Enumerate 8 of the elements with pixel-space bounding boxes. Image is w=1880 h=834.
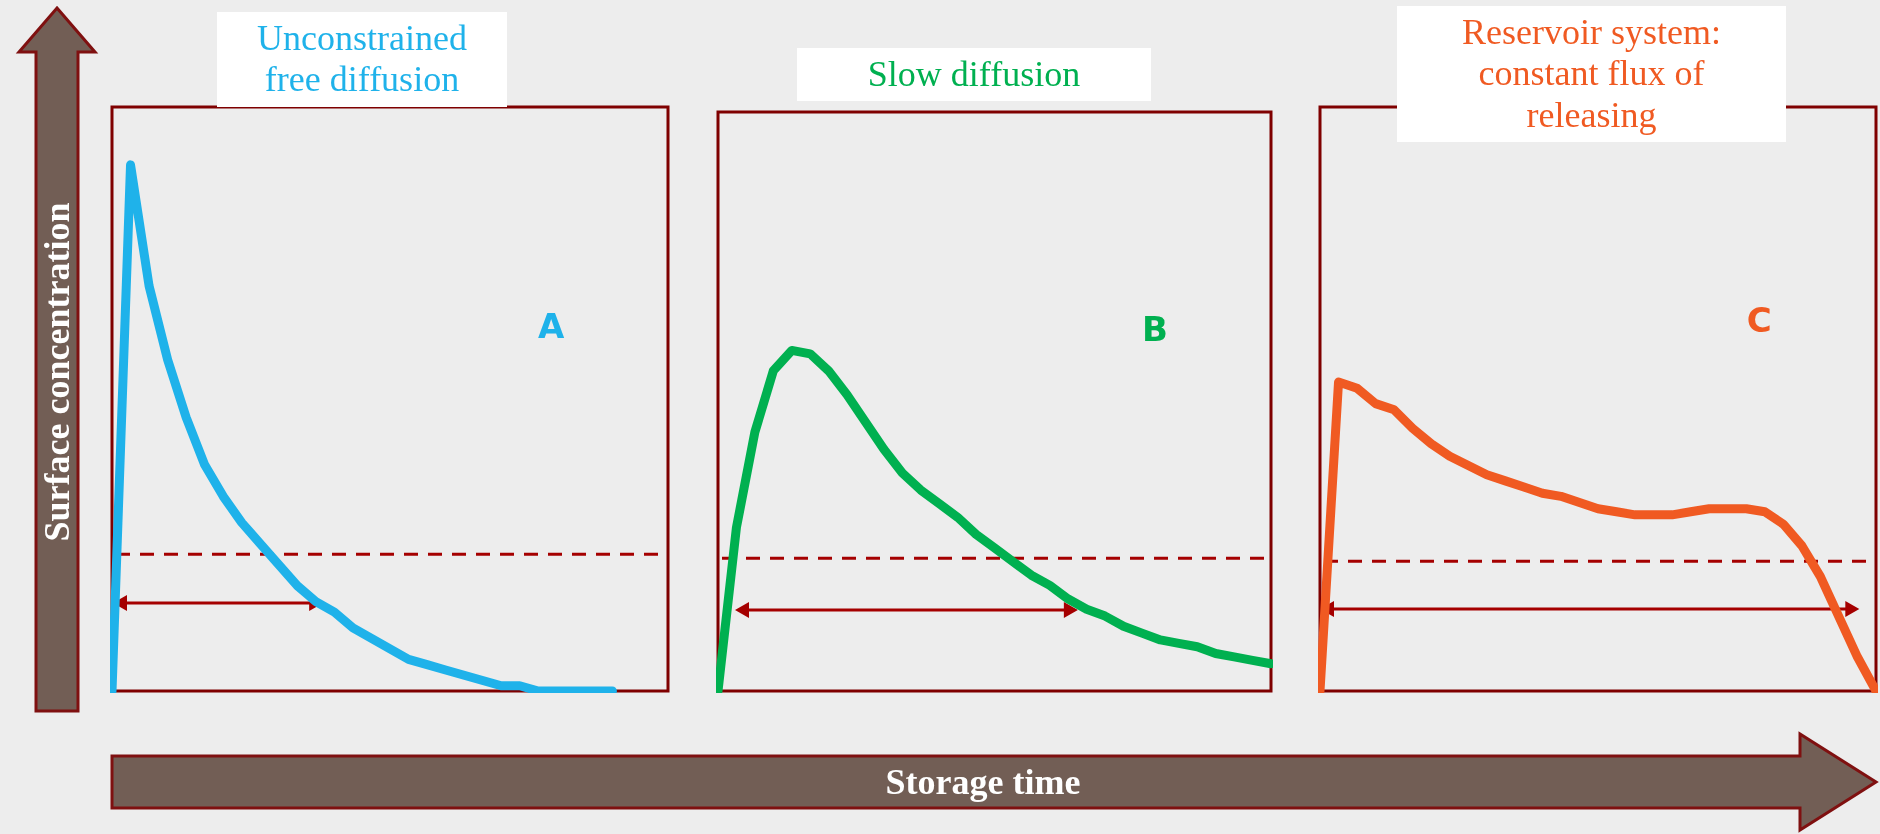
text: B xyxy=(1141,308,1168,349)
y-axis-title: Surface concentration xyxy=(36,202,78,542)
chart-title: Reservoir system: constant flux of releasing xyxy=(1397,6,1786,143)
x-axis-title: Storage time xyxy=(885,761,1081,803)
text: C xyxy=(1746,299,1772,340)
chart-title: Slow diffusion xyxy=(797,48,1151,102)
chart-title: Unconstrained free diffusion xyxy=(217,12,507,107)
annotation: A xyxy=(538,305,566,346)
